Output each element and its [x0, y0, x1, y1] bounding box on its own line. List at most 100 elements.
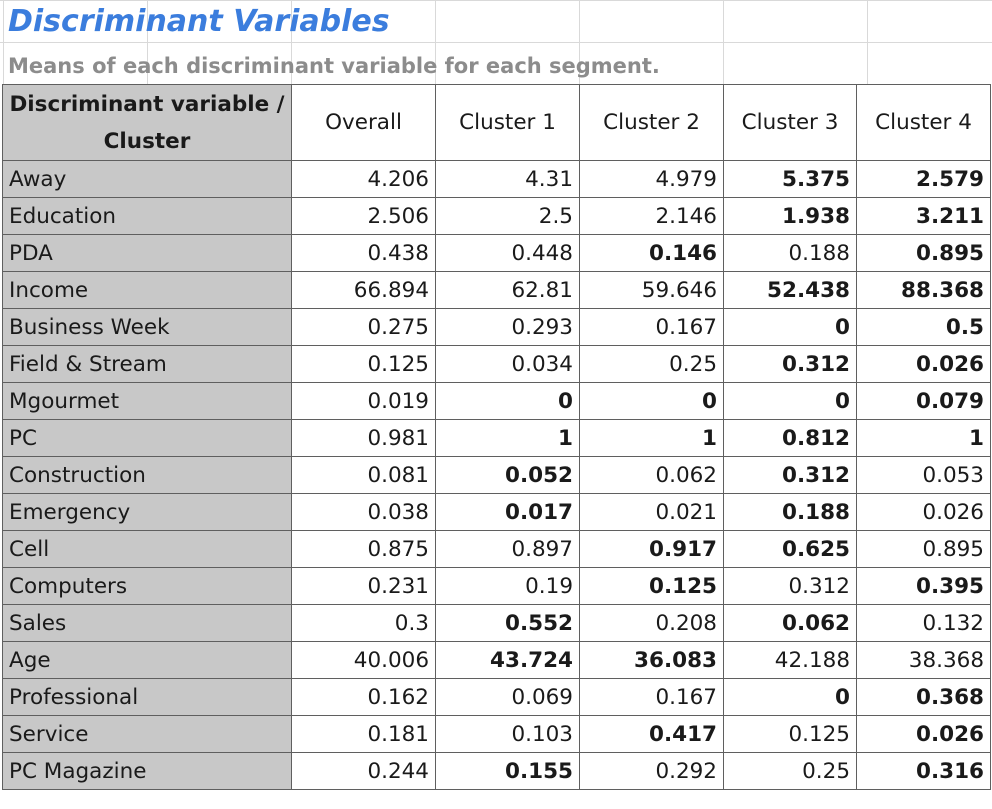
value-cell-cluster-3[interactable]: 42.188 [723, 641, 857, 679]
value-cell-cluster-2[interactable]: 0.062 [579, 456, 724, 494]
value-cell-cluster-4[interactable]: 0.026 [856, 493, 991, 531]
value-cell-cluster-1[interactable]: 0.017 [435, 493, 580, 531]
value-cell-cluster-3[interactable]: 0.812 [723, 419, 857, 457]
value-cell-cluster-4[interactable]: 0.026 [856, 715, 991, 753]
value-cell-cluster-2[interactable]: 59.646 [579, 271, 724, 309]
value-cell-cluster-4[interactable]: 0.895 [856, 234, 991, 272]
row-label-cell[interactable]: Professional [2, 678, 292, 716]
value-cell-cluster-3[interactable]: 0.125 [723, 715, 857, 753]
value-cell-overall[interactable]: 0.038 [291, 493, 436, 531]
row-label-cell[interactable]: PDA [2, 234, 292, 272]
value-cell-overall[interactable]: 0.162 [291, 678, 436, 716]
value-cell-cluster-4[interactable]: 2.579 [856, 160, 991, 198]
value-cell-cluster-1[interactable]: 0.155 [435, 752, 580, 790]
column-header-cluster-2[interactable]: Cluster 2 [579, 84, 724, 161]
row-label-cell[interactable]: PC Magazine [2, 752, 292, 790]
value-cell-cluster-1[interactable]: 0.448 [435, 234, 580, 272]
row-label-cell[interactable]: PC [2, 419, 292, 457]
value-cell-cluster-4[interactable]: 0.316 [856, 752, 991, 790]
row-label-cell[interactable]: Computers [2, 567, 292, 605]
value-cell-cluster-2[interactable]: 0.167 [579, 308, 724, 346]
value-cell-cluster-4[interactable]: 3.211 [856, 197, 991, 235]
value-cell-cluster-4[interactable]: 0.026 [856, 345, 991, 383]
value-cell-cluster-4[interactable]: 1 [856, 419, 991, 457]
row-label-cell[interactable]: Field & Stream [2, 345, 292, 383]
value-cell-overall[interactable]: 66.894 [291, 271, 436, 309]
value-cell-cluster-1[interactable]: 0 [435, 382, 580, 420]
value-cell-overall[interactable]: 0.3 [291, 604, 436, 642]
value-cell-cluster-4[interactable]: 0.079 [856, 382, 991, 420]
row-label-cell[interactable]: Mgourmet [2, 382, 292, 420]
corner-header-cell[interactable]: Discriminant variable / Cluster [2, 84, 292, 161]
value-cell-overall[interactable]: 0.875 [291, 530, 436, 568]
value-cell-cluster-2[interactable]: 0.208 [579, 604, 724, 642]
value-cell-cluster-2[interactable]: 36.083 [579, 641, 724, 679]
value-cell-cluster-1[interactable]: 0.897 [435, 530, 580, 568]
value-cell-cluster-3[interactable]: 0.312 [723, 456, 857, 494]
value-cell-cluster-1[interactable]: 62.81 [435, 271, 580, 309]
value-cell-cluster-1[interactable]: 0.19 [435, 567, 580, 605]
value-cell-overall[interactable]: 0.019 [291, 382, 436, 420]
value-cell-overall[interactable]: 0.981 [291, 419, 436, 457]
row-label-cell[interactable]: Away [2, 160, 292, 198]
value-cell-overall[interactable]: 0.081 [291, 456, 436, 494]
value-cell-cluster-3[interactable]: 0.188 [723, 493, 857, 531]
value-cell-cluster-2[interactable]: 1 [579, 419, 724, 457]
value-cell-overall[interactable]: 0.438 [291, 234, 436, 272]
value-cell-cluster-3[interactable]: 5.375 [723, 160, 857, 198]
row-label-cell[interactable]: Income [2, 271, 292, 309]
value-cell-cluster-3[interactable]: 0.25 [723, 752, 857, 790]
row-label-cell[interactable]: Business Week [2, 308, 292, 346]
value-cell-cluster-4[interactable]: 0.132 [856, 604, 991, 642]
value-cell-overall[interactable]: 0.125 [291, 345, 436, 383]
value-cell-cluster-1[interactable]: 1 [435, 419, 580, 457]
value-cell-cluster-2[interactable]: 0 [579, 382, 724, 420]
row-label-cell[interactable]: Emergency [2, 493, 292, 531]
value-cell-cluster-3[interactable]: 0 [723, 678, 857, 716]
value-cell-overall[interactable]: 4.206 [291, 160, 436, 198]
value-cell-cluster-1[interactable]: 0.069 [435, 678, 580, 716]
value-cell-cluster-1[interactable]: 0.552 [435, 604, 580, 642]
value-cell-cluster-1[interactable]: 0.034 [435, 345, 580, 383]
value-cell-cluster-2[interactable]: 0.146 [579, 234, 724, 272]
value-cell-cluster-3[interactable]: 0.312 [723, 567, 857, 605]
value-cell-cluster-2[interactable]: 0.917 [579, 530, 724, 568]
value-cell-cluster-1[interactable]: 4.31 [435, 160, 580, 198]
value-cell-cluster-4[interactable]: 88.368 [856, 271, 991, 309]
value-cell-cluster-4[interactable]: 0.368 [856, 678, 991, 716]
row-label-cell[interactable]: Education [2, 197, 292, 235]
column-header-cluster-3[interactable]: Cluster 3 [723, 84, 857, 161]
value-cell-overall[interactable]: 40.006 [291, 641, 436, 679]
column-header-cluster-1[interactable]: Cluster 1 [435, 84, 580, 161]
value-cell-cluster-3[interactable]: 0.188 [723, 234, 857, 272]
value-cell-cluster-2[interactable]: 0.292 [579, 752, 724, 790]
value-cell-cluster-1[interactable]: 0.293 [435, 308, 580, 346]
row-label-cell[interactable]: Construction [2, 456, 292, 494]
value-cell-cluster-3[interactable]: 0.062 [723, 604, 857, 642]
column-header-cluster-4[interactable]: Cluster 4 [856, 84, 991, 161]
value-cell-cluster-2[interactable]: 0.25 [579, 345, 724, 383]
value-cell-cluster-3[interactable]: 52.438 [723, 271, 857, 309]
value-cell-cluster-4[interactable]: 0.053 [856, 456, 991, 494]
row-label-cell[interactable]: Service [2, 715, 292, 753]
value-cell-cluster-2[interactable]: 0.125 [579, 567, 724, 605]
row-label-cell[interactable]: Age [2, 641, 292, 679]
value-cell-overall[interactable]: 0.275 [291, 308, 436, 346]
value-cell-cluster-3[interactable]: 0.312 [723, 345, 857, 383]
value-cell-cluster-1[interactable]: 0.052 [435, 456, 580, 494]
value-cell-overall[interactable]: 0.231 [291, 567, 436, 605]
value-cell-cluster-2[interactable]: 4.979 [579, 160, 724, 198]
value-cell-overall[interactable]: 0.181 [291, 715, 436, 753]
value-cell-overall[interactable]: 0.244 [291, 752, 436, 790]
value-cell-cluster-3[interactable]: 1.938 [723, 197, 857, 235]
row-label-cell[interactable]: Sales [2, 604, 292, 642]
value-cell-cluster-3[interactable]: 0.625 [723, 530, 857, 568]
value-cell-cluster-3[interactable]: 0 [723, 308, 857, 346]
value-cell-cluster-2[interactable]: 0.417 [579, 715, 724, 753]
value-cell-cluster-1[interactable]: 0.103 [435, 715, 580, 753]
value-cell-cluster-4[interactable]: 0.895 [856, 530, 991, 568]
value-cell-cluster-4[interactable]: 0.395 [856, 567, 991, 605]
value-cell-cluster-4[interactable]: 38.368 [856, 641, 991, 679]
value-cell-cluster-1[interactable]: 43.724 [435, 641, 580, 679]
value-cell-cluster-1[interactable]: 2.5 [435, 197, 580, 235]
